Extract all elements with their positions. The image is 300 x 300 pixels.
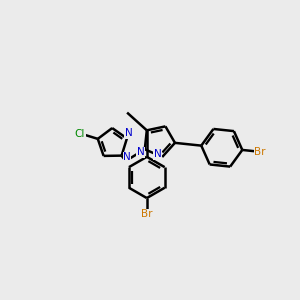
Text: N: N: [123, 152, 131, 162]
Text: Cl: Cl: [75, 129, 85, 139]
Text: N: N: [136, 147, 144, 157]
Text: N: N: [124, 128, 132, 138]
Text: N: N: [154, 149, 162, 159]
Text: Br: Br: [141, 209, 152, 219]
Text: Br: Br: [254, 147, 266, 157]
